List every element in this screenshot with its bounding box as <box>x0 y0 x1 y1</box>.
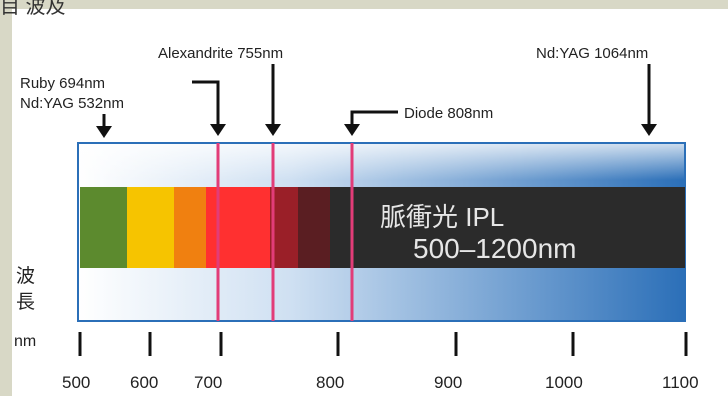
blue-band-top-sheen <box>79 144 684 180</box>
ipl-line-1: 脈衝光 IPL <box>380 202 504 232</box>
spectrum-yellow <box>127 187 174 268</box>
alexandrite-label: Alexandrite 755nm <box>158 45 283 62</box>
spectrum-green <box>80 187 127 268</box>
ruby-label: Ruby 694nm <box>20 75 105 92</box>
clipped-header-text: 目 波及 <box>0 0 66 18</box>
frame-top-border <box>0 0 728 9</box>
spectrum-dark-red <box>270 187 298 268</box>
arrow-diode <box>344 110 398 136</box>
arrow-ndyag-1064 <box>641 64 657 136</box>
tick-label-1100: 1100 <box>662 373 699 392</box>
tick-label-600: 600 <box>130 373 158 392</box>
spectrum-orange <box>174 187 206 268</box>
spectrum-maroon <box>298 187 330 268</box>
axis-label-unit: nm <box>14 333 36 350</box>
ipl-box <box>330 187 685 268</box>
arrow-ruby <box>192 80 226 136</box>
tick-label-1000: 1000 <box>545 373 583 392</box>
axis-label-char-1: 波 <box>16 265 35 287</box>
axis-ticks <box>78 332 688 356</box>
tick-label-700: 700 <box>194 373 222 392</box>
arrow-alexandrite <box>265 64 281 136</box>
frame-left-border <box>0 0 12 396</box>
tick-label-900: 900 <box>434 373 462 392</box>
axis-label-char-2: 長 <box>16 292 35 313</box>
ipl-line-2: 500–1200nm <box>413 233 576 264</box>
arrow-ndyag-532 <box>96 114 112 138</box>
tick-label-800: 800 <box>316 373 344 392</box>
ndyag-1064-label: Nd:YAG 1064nm <box>536 45 648 62</box>
spectrum-red <box>206 187 270 268</box>
ndyag-532-label: Nd:YAG 532nm <box>20 95 124 112</box>
diode-label: Diode 808nm <box>404 105 493 122</box>
tick-label-500: 500 <box>62 373 90 392</box>
